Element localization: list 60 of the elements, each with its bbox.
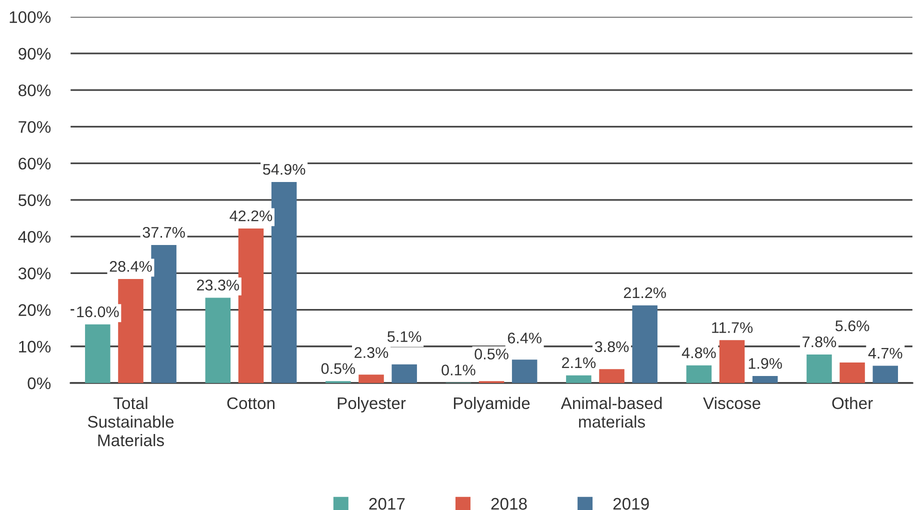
x-tick-label: Viscose [703,396,760,410]
data-label: 7.8% [802,336,836,348]
data-label: 0.1% [442,364,476,376]
bar [840,362,865,384]
bar [719,340,745,384]
bar [238,228,264,384]
bar [151,244,176,384]
y-tick-label: 40% [18,230,51,243]
legend-label: 2018 [491,498,527,510]
x-tick-label: Other [832,396,873,410]
data-label: 11.7% [712,322,753,333]
y-tick-label: 80% [18,84,51,96]
data-label: 2.1% [562,357,596,368]
y-tick-label: 50% [18,194,51,206]
legend-label: 2019 [613,498,649,510]
bar [686,365,712,384]
data-label: 21.2% [624,287,666,298]
data-label: 0.5% [474,348,508,360]
bar [632,305,658,384]
y-tick-label: 70% [18,121,51,133]
data-label: 0.5% [321,363,356,374]
x-tick-label: Total Sustainable Materials [88,396,174,446]
bar [599,369,624,384]
bar [392,364,417,384]
bar [512,360,538,384]
x-tick-label: Polyester [338,396,406,412]
data-label: 6.4% [508,332,542,344]
data-label: 5.1% [388,331,422,342]
y-tick-label: 90% [18,48,51,60]
data-label: 37.7% [142,226,185,238]
x-tick-label: Animal-based materials [560,396,662,428]
bar [205,298,231,384]
data-label: 1.9% [748,358,782,369]
data-label: 28.4% [110,261,152,272]
bar [752,376,778,384]
data-label: 42.2% [230,210,272,222]
bar [85,324,110,384]
bar [358,374,384,384]
legend-label: 2017 [369,498,405,510]
y-tick-label: 60% [18,158,51,170]
bar [566,375,592,384]
data-label: 16.0% [77,306,119,318]
y-tick-label: 10% [19,340,51,353]
y-tick-label: 30% [18,268,51,280]
data-label: 2.3% [354,347,388,358]
x-tick-label: Cotton [227,397,274,410]
data-label: 54.9% [263,164,306,175]
y-tick-label: 20% [18,304,51,316]
bar [806,354,832,384]
data-label: 3.8% [594,341,629,352]
y-tick-label: 0% [28,377,51,390]
x-tick-label: Polyamide [454,396,530,412]
data-label: 4.8% [682,347,716,358]
bar [271,182,297,384]
data-label: 5.6% [835,320,870,332]
data-label: 23.3% [197,280,240,291]
y-tick-label: 100% [10,11,51,24]
data-label: 4.7% [868,348,902,359]
bar [118,279,144,384]
bar [872,366,898,384]
